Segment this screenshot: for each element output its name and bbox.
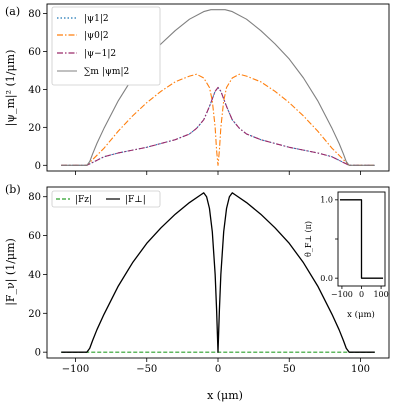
x-tick-label: 50 xyxy=(283,364,296,375)
panel-a-series xyxy=(61,9,375,166)
legend-label-fperp: |F⊥| xyxy=(125,195,146,205)
series-line-2 xyxy=(61,86,375,166)
y-tick-label: 40 xyxy=(28,270,41,281)
x-tick-label: −100 xyxy=(62,364,89,375)
x-tick-label: 100 xyxy=(373,290,388,299)
y-tick-label: 60 xyxy=(28,47,41,58)
legend-label-psi1: |ψ1|2 xyxy=(84,14,109,24)
panel-a-ylabel: |ψ_m|² (1/μm) xyxy=(4,50,18,127)
x-tick-label: −100 xyxy=(331,290,353,299)
y-tick-label: 0.0 xyxy=(320,274,333,283)
panel-a-legend: |ψ1|2 |ψ0|2 |ψ−1|2 ∑m |ψm|2 xyxy=(51,6,161,86)
legend-label-psim1: |ψ−1|2 xyxy=(84,49,116,59)
series-line-1 xyxy=(61,73,375,166)
legend-label-psi0: |ψ0|2 xyxy=(84,31,109,41)
inset: θ_F⊥ (π) x (μm) 0.0 1.0 −100 0 100 xyxy=(304,191,389,320)
panel-b-series xyxy=(61,192,375,353)
inset-series xyxy=(339,199,384,279)
legend-frame xyxy=(51,6,161,86)
panel-a-ticks: 0 20 40 60 80 xyxy=(28,9,361,175)
panel-b: (b) |F_ν| (1/μm) x (μm) 0 20 40 60 80 −100 −50… xyxy=(4,183,390,402)
y-tick-label: 80 xyxy=(28,192,41,203)
legend-label-fz: |Fz| xyxy=(75,195,92,205)
y-tick-label: 1.0 xyxy=(320,196,333,205)
y-tick-label: 60 xyxy=(28,231,41,242)
panel-a-label: (a) xyxy=(5,5,20,18)
x-tick-label: 100 xyxy=(351,364,370,375)
y-tick-label: 40 xyxy=(28,85,41,96)
inset-ylabel: θ_F⊥ (π) xyxy=(304,221,313,257)
panel-b-xlabel: x (μm) xyxy=(207,389,243,402)
y-tick-label: 20 xyxy=(28,123,41,134)
y-tick-label: 20 xyxy=(28,309,41,320)
y-tick-label: 80 xyxy=(28,9,41,20)
panel-b-ylabel: |F_ν| (1/μm) xyxy=(4,238,18,306)
y-tick-label: 0 xyxy=(35,161,41,172)
series-line-0 xyxy=(339,199,384,279)
series-line-0 xyxy=(61,86,375,166)
panel-b-ticks: 0 20 40 60 80 −100 −50 0 50 100 xyxy=(28,192,370,375)
x-tick-label: −50 xyxy=(136,364,157,375)
inset-ticks: 0.0 1.0 −100 0 100 xyxy=(320,196,388,299)
inset-xlabel: x (μm) xyxy=(347,309,375,320)
series-line-3 xyxy=(61,9,375,166)
x-tick-label: 0 xyxy=(359,290,364,299)
y-tick-label: 0 xyxy=(35,348,41,359)
panel-b-legend: |Fz| |F⊥| xyxy=(51,190,161,208)
series-line-1 xyxy=(61,192,375,353)
panel-b-label: (b) xyxy=(5,183,21,196)
legend-label-sum: ∑m |ψm|2 xyxy=(84,67,129,77)
panel-a: (a) |ψ_m|² (1/μm) 0 20 40 60 80 |ψ1|2 |ψ0|2 … xyxy=(4,3,390,175)
x-tick-label: 0 xyxy=(215,364,221,375)
